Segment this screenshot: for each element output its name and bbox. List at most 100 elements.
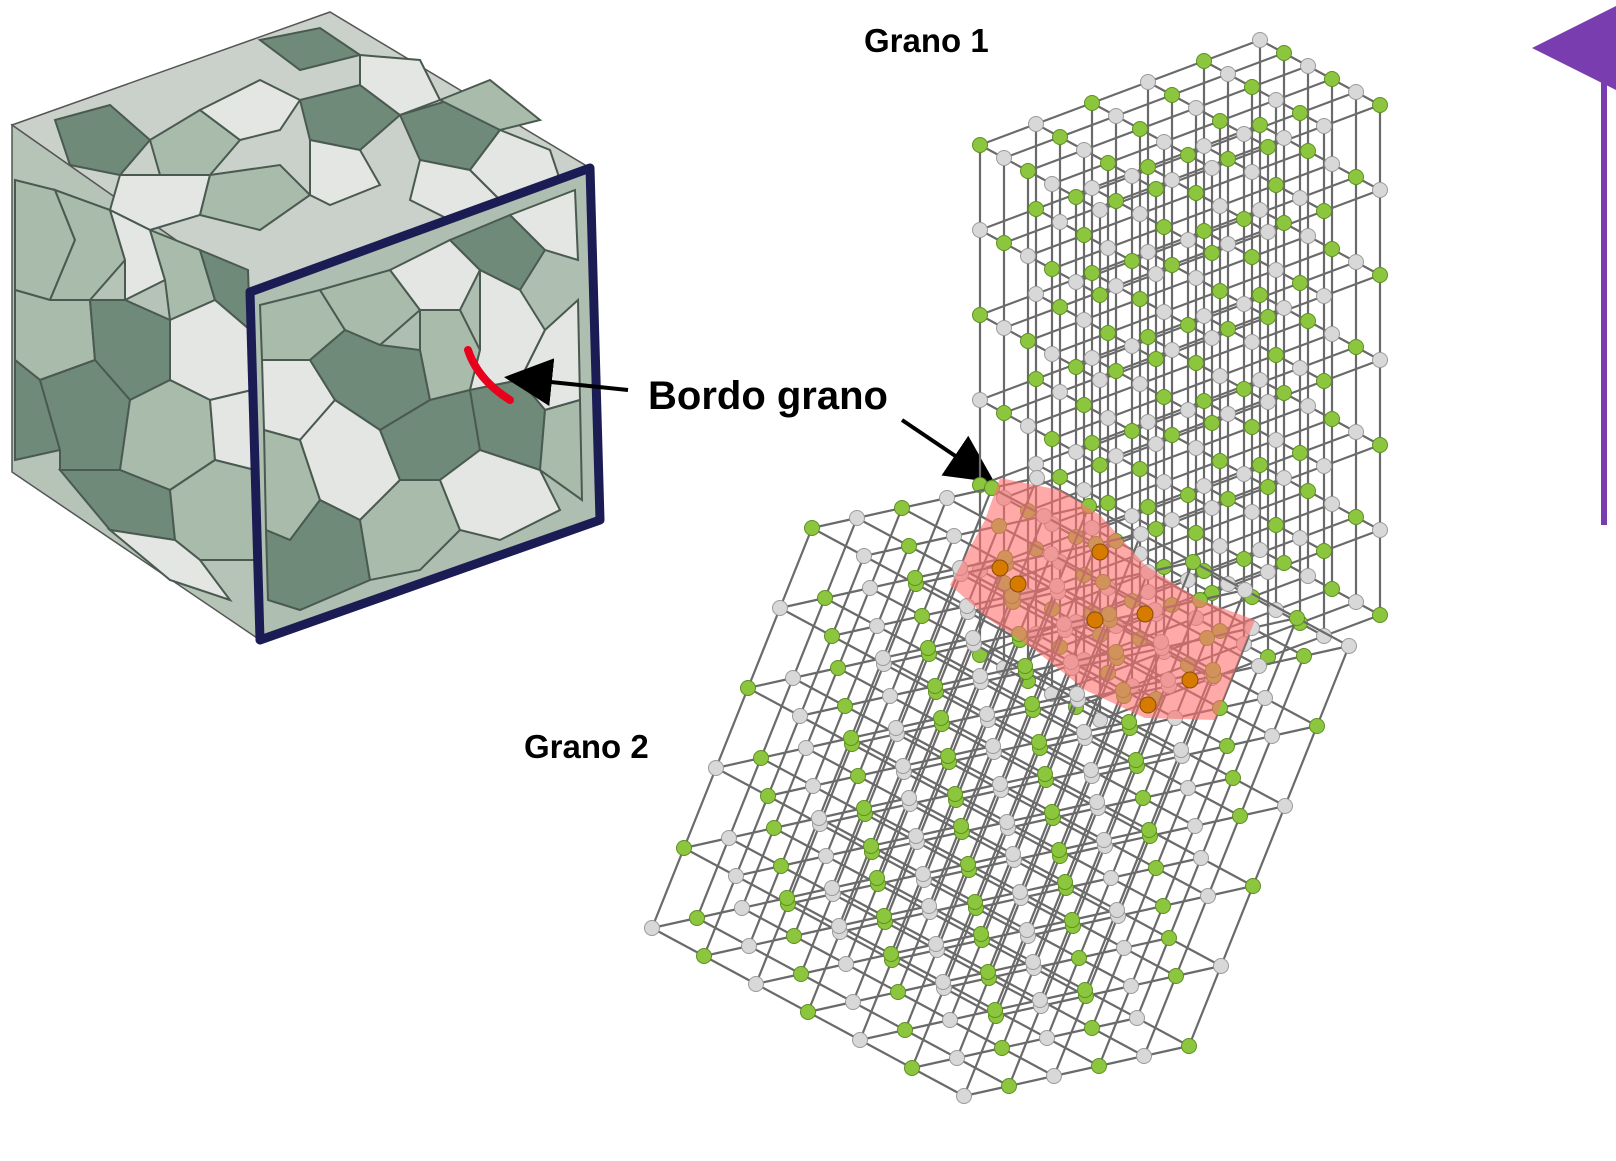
lattice-bond <box>1147 399 1205 424</box>
atom-green <box>1156 389 1172 405</box>
lattice-bond <box>1136 1017 1190 1047</box>
atom-green <box>850 768 866 784</box>
lattice-bond <box>913 497 949 579</box>
lattice-bond <box>1251 64 1309 89</box>
atom-green <box>1124 253 1140 269</box>
grain <box>53 103 152 177</box>
lattice-bond <box>1038 667 1074 749</box>
atom-gray <box>1156 304 1172 320</box>
lattice-bond <box>831 813 867 895</box>
atom-green <box>1164 427 1180 443</box>
atom-gray <box>999 814 1015 830</box>
lattice-bond <box>785 817 821 899</box>
atom-green <box>987 1002 1003 1018</box>
atom-green <box>1236 551 1252 567</box>
lattice-bond <box>928 831 964 913</box>
atom-green <box>824 628 840 644</box>
lattice-bond <box>1037 661 1073 743</box>
atom-green <box>1276 45 1292 61</box>
lattice-bond <box>1059 284 1117 309</box>
atom-green <box>1268 517 1284 533</box>
lattice-bond <box>1155 336 1213 361</box>
atom-green <box>1372 267 1388 283</box>
atom-green <box>1124 423 1140 439</box>
atom-gray <box>1372 522 1388 538</box>
boundary-atom <box>1139 696 1157 714</box>
lattice-bond <box>849 657 885 739</box>
atom-green <box>972 307 988 323</box>
lattice-bond <box>1187 387 1245 412</box>
lattice-bond <box>1005 741 1041 823</box>
atom-gray <box>792 708 808 724</box>
atom-gray <box>1076 142 1092 158</box>
lattice-bond <box>962 1015 998 1097</box>
atom-green <box>1324 411 1340 427</box>
grain <box>437 78 543 132</box>
lattice-bond <box>1243 281 1301 306</box>
atom-green <box>1316 203 1332 219</box>
lattice-bond <box>934 611 970 693</box>
atom-green <box>1108 363 1124 379</box>
lattice-bond <box>1001 1047 1055 1077</box>
lattice-bond <box>851 921 887 1003</box>
lattice-bond <box>1174 895 1210 977</box>
lattice-bond <box>1192 561 1246 591</box>
atom-gray <box>1372 352 1388 368</box>
lattice-bond <box>973 821 1009 903</box>
atom-green <box>1052 299 1068 315</box>
lattice-bond <box>1299 90 1357 115</box>
lattice-bond <box>824 775 860 857</box>
atom-gray <box>1292 360 1308 376</box>
atom-gray <box>1324 326 1340 342</box>
atom-gray <box>1083 762 1099 778</box>
lattice-bond <box>702 875 738 957</box>
lattice-bond <box>1011 773 1047 855</box>
lattice-bond <box>998 703 1034 785</box>
atom-gray <box>862 580 878 596</box>
lattice-bond <box>1267 124 1325 149</box>
lattice-bond <box>1243 366 1301 391</box>
grain <box>148 108 242 176</box>
lattice-bond <box>844 883 880 965</box>
atom-gray <box>1204 330 1220 346</box>
atom-gray <box>895 758 911 774</box>
lattice-bond <box>807 1011 861 1041</box>
atom-gray <box>1193 850 1209 866</box>
lattice-bond <box>933 605 969 687</box>
lattice-bond <box>1083 212 1141 237</box>
lattice-bond <box>1267 464 1325 489</box>
atom-green <box>1052 469 1068 485</box>
lattice-bond <box>1139 361 1197 386</box>
lattice-bond <box>1200 857 1254 887</box>
lattice-bond <box>1195 425 1253 450</box>
lattice-bond <box>1012 779 1048 861</box>
atom-green <box>1252 117 1268 133</box>
boundary-atom <box>991 559 1009 577</box>
atom-gray <box>708 760 724 776</box>
atom-green <box>1168 968 1184 984</box>
atom-gray <box>798 740 814 756</box>
grain <box>298 83 402 152</box>
lattice-bond <box>901 507 955 537</box>
atom-green <box>1140 329 1156 345</box>
atom-green <box>1148 351 1164 367</box>
atom-green <box>1132 291 1148 307</box>
lattice-bond <box>683 847 737 877</box>
lattice-bond <box>1099 187 1157 212</box>
lattice-bond <box>1163 374 1221 399</box>
lattice-bond <box>734 795 770 877</box>
lattice-bond <box>1035 101 1093 126</box>
atom-gray <box>1348 424 1364 440</box>
atom-green <box>1316 543 1332 559</box>
lattice-bond <box>939 637 975 719</box>
lattice-bond <box>778 527 814 609</box>
lattice-bond <box>1227 136 1285 161</box>
atom-green <box>901 538 917 554</box>
lattice-bond <box>1211 315 1269 340</box>
lattice-bond <box>1148 755 1184 837</box>
lattice-bond <box>1323 528 1381 553</box>
lattice-bond <box>1038 919 1074 1001</box>
lattice-bond <box>986 639 1022 721</box>
lattice-bond <box>779 785 815 867</box>
